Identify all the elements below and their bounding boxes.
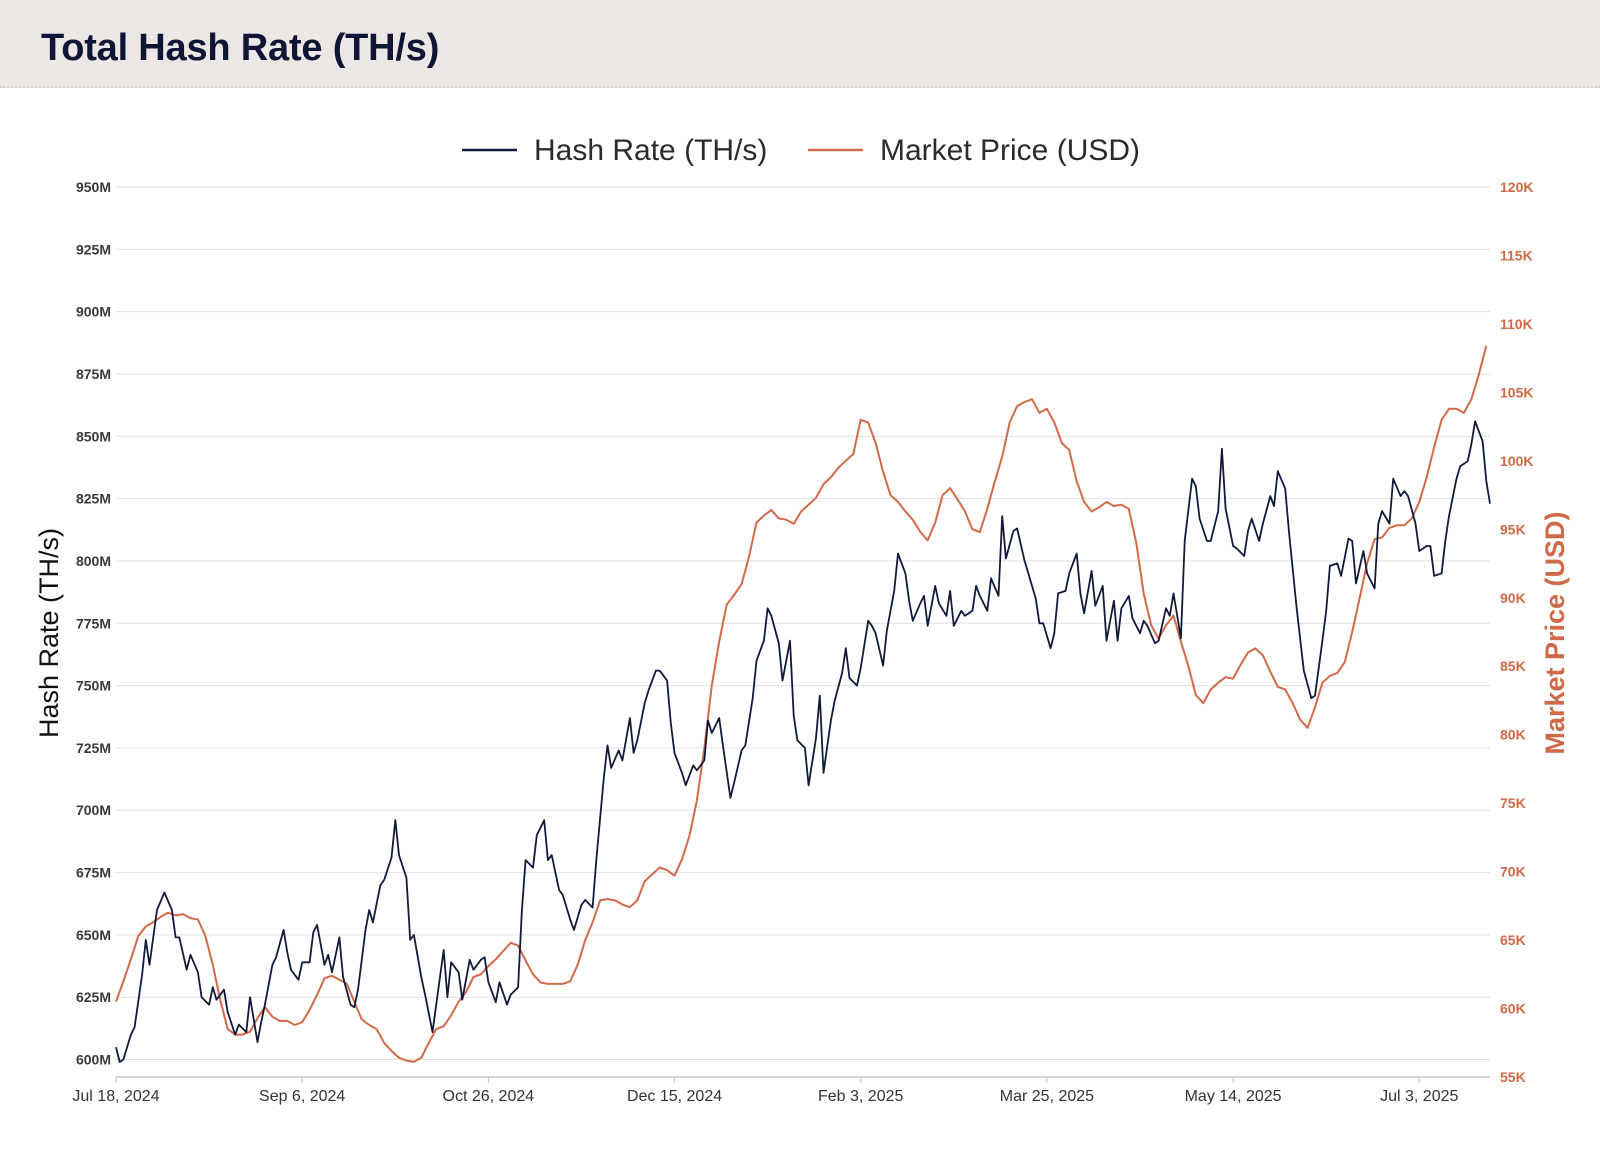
- x-tick-label: Mar 25, 2025: [1000, 1088, 1094, 1105]
- left-tick-label: 850M: [76, 428, 111, 444]
- left-axis-ticks: 600M 625M 650M 675M 700M 725M 750M 775M 800M 825M…: [76, 179, 111, 1068]
- legend-item-hash-rate[interactable]: Hash Rate (TH/s): [462, 134, 767, 167]
- left-axis-label: Hash Rate (TH/s): [34, 528, 64, 738]
- legend-label-market-price: Market Price (USD): [880, 134, 1140, 167]
- right-tick-label: 100K: [1500, 453, 1533, 469]
- left-tick-label: 900M: [76, 304, 111, 320]
- x-axis-ticks: Jul 18, 2024 Sep 6, 2024 Oct 26, 2024 Dec 1…: [72, 1077, 1458, 1105]
- right-tick-label: 60K: [1500, 1001, 1526, 1017]
- right-tick-label: 110K: [1500, 316, 1533, 332]
- left-tick-label: 600M: [76, 1052, 111, 1068]
- left-tick-label: 950M: [76, 179, 111, 195]
- left-tick-label: 625M: [76, 989, 111, 1005]
- series-layer: [115, 345, 1491, 1063]
- right-tick-label: 120K: [1500, 179, 1533, 195]
- left-tick-label: 750M: [76, 678, 111, 694]
- left-tick-label: 775M: [76, 615, 111, 631]
- page-title: Total Hash Rate (TH/s): [41, 27, 440, 69]
- right-tick-label: 55K: [1500, 1069, 1526, 1085]
- legend: Hash Rate (TH/s) Market Price (USD): [462, 134, 1140, 167]
- gridlines: [116, 186, 1490, 1061]
- right-tick-label: 65K: [1500, 932, 1526, 948]
- left-tick-label: 725M: [76, 740, 111, 756]
- x-tick-label: Jul 18, 2024: [72, 1088, 159, 1105]
- right-tick-label: 90K: [1500, 590, 1526, 606]
- legend-label-hash-rate: Hash Rate (TH/s): [534, 134, 767, 167]
- left-tick-label: 875M: [76, 366, 111, 382]
- left-tick-label: 800M: [76, 553, 111, 569]
- left-tick-label: 700M: [76, 802, 111, 818]
- x-tick-label: Jul 3, 2025: [1380, 1088, 1458, 1105]
- right-axis-label: Market Price (USD): [1540, 511, 1570, 754]
- x-tick-label: Oct 26, 2024: [443, 1088, 535, 1105]
- right-axis-ticks: 55K 60K 65K 70K 75K 80K 85K 90K 95K 100K 105K 110K 1…: [1500, 179, 1533, 1085]
- left-tick-label: 825M: [76, 491, 111, 507]
- x-tick-label: Sep 6, 2024: [259, 1088, 345, 1105]
- right-tick-label: 80K: [1500, 727, 1526, 743]
- right-tick-label: 105K: [1500, 384, 1533, 400]
- right-tick-label: 115K: [1500, 247, 1533, 263]
- x-tick-label: May 14, 2025: [1185, 1088, 1282, 1105]
- right-tick-label: 95K: [1500, 521, 1526, 537]
- page-header: Total Hash Rate (TH/s): [0, 0, 1600, 88]
- right-tick-label: 75K: [1500, 795, 1526, 811]
- x-tick-label: Dec 15, 2024: [627, 1088, 722, 1105]
- left-tick-label: 650M: [76, 927, 111, 943]
- left-tick-label: 675M: [76, 865, 111, 881]
- right-tick-label: 85K: [1500, 658, 1526, 674]
- right-tick-label: 70K: [1500, 864, 1526, 880]
- legend-item-market-price[interactable]: Market Price (USD): [808, 134, 1140, 167]
- x-tick-label: Feb 3, 2025: [818, 1088, 904, 1105]
- left-tick-label: 925M: [76, 241, 111, 257]
- series-line-market-price: [115, 345, 1488, 1063]
- series-line-hash-rate: [115, 420, 1491, 1063]
